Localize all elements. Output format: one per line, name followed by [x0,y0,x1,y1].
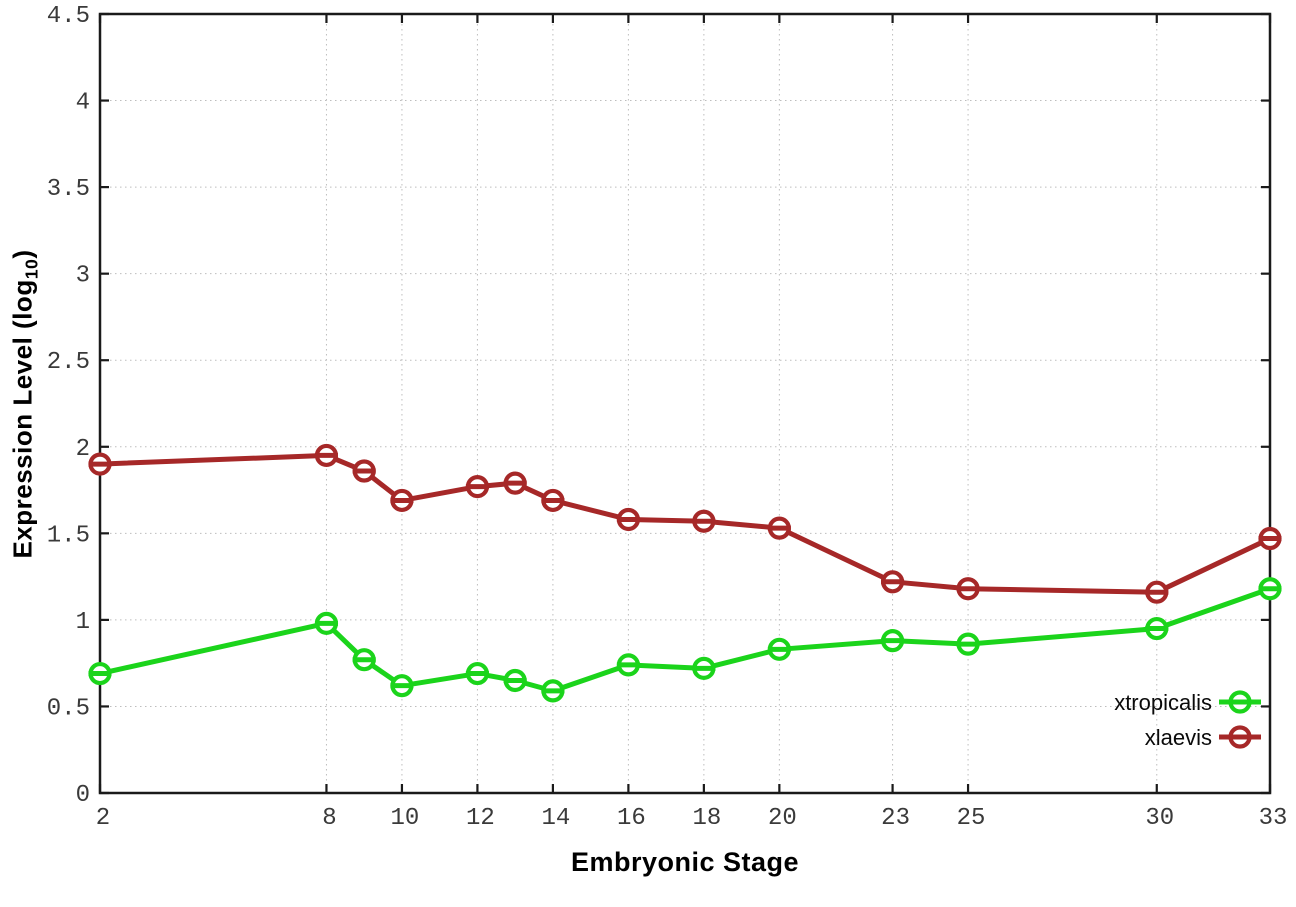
x-tick-label: 20 [768,805,797,832]
x-tick-label: 23 [881,805,910,832]
axes-border [98,12,1272,795]
series-line-xlaevis [99,452,1272,595]
x-tick-label: 16 [617,805,646,832]
x-tick-label: 25 [957,805,986,832]
y-tick-label: 2 [76,436,90,463]
y-tick-label: 4.5 [47,3,90,30]
y-tick-label: 1.5 [47,522,90,549]
x-tick-label: 10 [391,805,420,832]
x-tick-label: 8 [322,805,336,832]
x-tick-label: 33 [1259,805,1288,832]
y-tick-label: 3.5 [47,176,90,203]
y-tick-label: 1 [76,609,90,636]
x-tick-label: 2 [96,805,110,832]
y-tick-label: 3 [76,263,90,290]
y-tick-label: 0 [76,782,90,809]
x-axis-title: Embryonic Stage [570,847,800,877]
y-tick-label: 4 [76,90,90,117]
x-tick-label: 30 [1145,805,1174,832]
legend-label-xtropicalis: xtropicalis [1114,690,1212,715]
legend-label-xlaevis: xlaevis [1145,725,1212,750]
x-tick-label: 18 [692,805,721,832]
x-tick-label: 12 [466,805,495,832]
y-tick-label: 2.5 [47,349,90,376]
x-tick-label: 14 [541,805,570,832]
y-tick-label: 0.5 [47,695,90,722]
series-line-xtropicalis [99,586,1271,694]
